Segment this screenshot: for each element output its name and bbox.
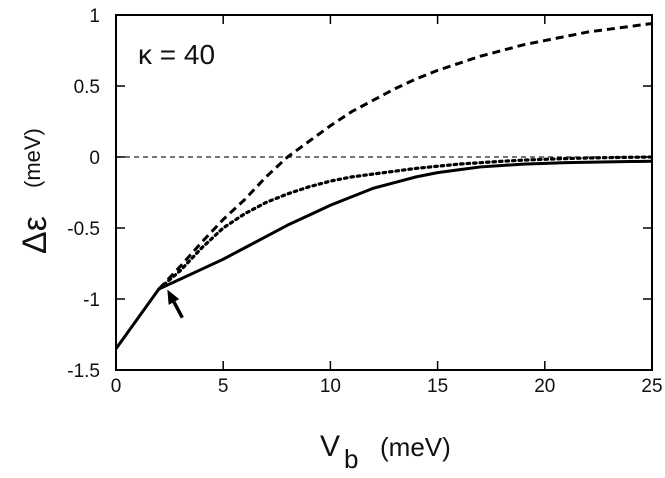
x-tick-label: 15	[427, 376, 448, 397]
x-axis-title: V b (meV)	[320, 430, 451, 474]
kappa-annotation: κ = 40	[138, 39, 215, 70]
series-dashed-line	[157, 22, 652, 291]
plot-frame	[115, 14, 653, 371]
x-tick-label: 20	[534, 376, 555, 397]
series-dotted-line	[157, 155, 652, 291]
x-tick-label: 10	[320, 376, 341, 397]
arrow-indicator	[167, 289, 184, 319]
x-tick-label: 0	[111, 376, 122, 397]
y-axis-symbol: Δε	[16, 216, 54, 254]
y-tick-label: 0	[89, 148, 100, 169]
y-axis-unit: (meV)	[20, 128, 45, 188]
x-axis-symbol: V	[320, 430, 340, 463]
x-axis-unit: (meV)	[380, 432, 451, 462]
y-tick-label: -0.5	[67, 219, 100, 240]
y-tick-label: 0.5	[74, 77, 100, 98]
x-axis-subscript: b	[344, 444, 358, 474]
y-tick-label: -1.5	[67, 361, 100, 382]
x-tick-label: 25	[641, 376, 662, 397]
y-axis-title: Δε (meV)	[16, 128, 54, 254]
y-tick-label: 1	[89, 6, 100, 27]
x-tick-label: 5	[218, 376, 229, 397]
series-solid-line	[116, 159, 652, 350]
y-tick-label: -1	[83, 290, 100, 311]
